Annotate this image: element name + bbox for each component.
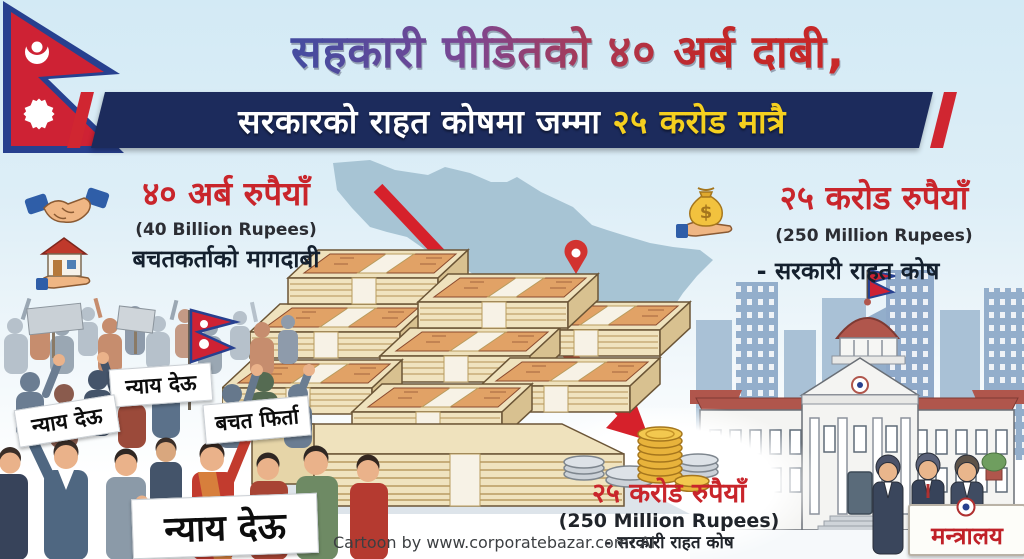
crowd-nepal-flag-icon [188, 308, 241, 410]
money-bag-icon: $ [676, 187, 733, 238]
handshake-icon [24, 187, 110, 224]
relief-caption: - सरकारी राहत कोष [756, 257, 940, 285]
claim-amount-en: (40 Billion Rupees) [135, 220, 317, 240]
relief-stat: $ २५ करोड रुपैयाँ (250 Million Rupees) -… [668, 178, 1008, 292]
protest-sign: न्याय देऊ [108, 362, 214, 408]
gold-coins [637, 426, 710, 492]
house-in-hand-icon [36, 237, 91, 290]
coins-callout-amount-en: (250 Million Rupees) [558, 510, 780, 533]
ministry-signboard: मन्त्रालय [908, 497, 1024, 556]
ministry-emblem-icon [956, 497, 976, 517]
blank-placards [26, 302, 156, 358]
subheadline-highlight: २५ करोड मात्रै [612, 101, 786, 141]
headline: सहकारी पीडितको ४० अर्ब दाबी, [128, 16, 1008, 88]
subheadline-banner: सरकारको राहत कोषमा जम्मा २५ करोड मात्रै [67, 92, 957, 148]
building-dome [834, 317, 901, 339]
coins-callout: २५ करोड रुपैयाँ (250 Million Rupees) - स… [545, 478, 793, 553]
ministry-sign-label: मन्त्रालय [931, 522, 1003, 550]
banner-accent-right [930, 92, 957, 148]
coins-stack [563, 426, 719, 492]
entrance-door [847, 471, 873, 515]
coins-callout-caption: - सरकारी राहत कोष [604, 532, 734, 553]
protest-banner: न्याय देऊ [131, 492, 319, 559]
claim-stat: ४० अर्ब रुपैयाँ (40 Billion Rupees) बचतक… [18, 174, 340, 294]
claim-amount: ४० अर्ब रुपैयाँ [142, 174, 310, 213]
building-flag-icon [866, 268, 896, 304]
subheadline-text: सरकारको राहत कोषमा जम्मा [238, 101, 601, 141]
dollar-symbol: $ [700, 202, 713, 223]
credit-line: Cartoon by www.corporatebazar.com: Ai [333, 533, 656, 552]
relief-amount-en: (250 Million Rupees) [775, 226, 973, 246]
nepal-flag-icon [3, 1, 124, 153]
relief-amount: २५ करोड रुपैयाँ [779, 178, 969, 217]
claim-caption: बचतकर्ताको मागदाबी [132, 245, 320, 273]
coins-callout-amount: २५ करोड रुपैयाँ [591, 478, 747, 509]
